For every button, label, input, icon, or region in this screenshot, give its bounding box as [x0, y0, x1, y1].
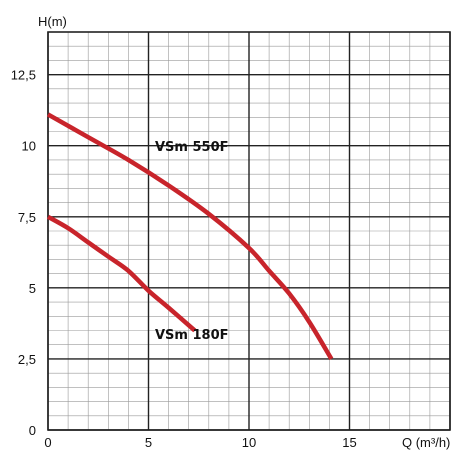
major-grid	[47, 31, 451, 431]
x-tick-label: 10	[242, 435, 256, 450]
series-line-vsm-550f	[46, 112, 334, 361]
x-tick-label: 0	[44, 435, 51, 450]
y-tick-label: 5	[29, 281, 36, 296]
x-tick-label: 15	[342, 435, 356, 450]
y-tick-label: 7,5	[18, 210, 36, 225]
y-tick-label: 12,5	[11, 68, 36, 83]
plot-frame	[47, 31, 451, 431]
series-label-vsm-550f: VSm 550F	[155, 140, 229, 155]
tick-labels: 0 5 10 15 0 2,5 5 7,5 10 12,5	[11, 68, 357, 450]
y-tick-label: 2,5	[18, 352, 36, 367]
y-tick-label: 10	[22, 139, 36, 154]
x-axis-label: Q (m³/h)	[402, 435, 450, 450]
y-tick-label: 0	[29, 423, 36, 438]
series-label-vsm-180f: VSm 180F	[155, 328, 229, 343]
x-tick-label: 5	[145, 435, 152, 450]
series-layer	[46, 112, 334, 361]
series-line-vsm-180f	[46, 214, 197, 333]
y-axis-label: H(m)	[38, 14, 67, 29]
